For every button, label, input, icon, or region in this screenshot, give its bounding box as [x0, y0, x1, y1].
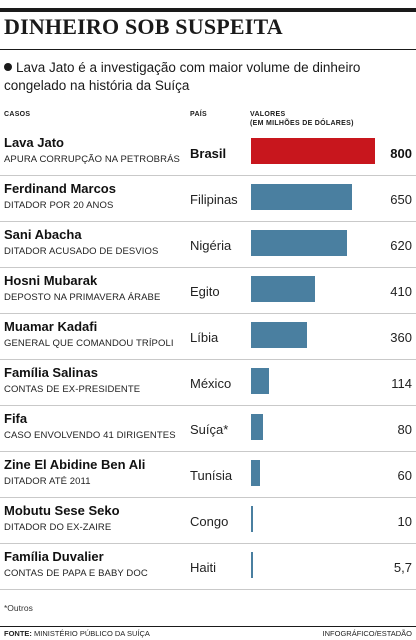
column-header-values-line2: (EM MILHÕES DE DÓLARES) [250, 120, 354, 127]
table-row: Muamar Kadafi General que comandou Trípol… [0, 314, 416, 360]
country-label: Suíça* [190, 422, 229, 437]
row-divider [0, 175, 416, 176]
case-name: Lava Jato [4, 135, 64, 150]
row-divider [0, 267, 416, 268]
case-name: Muamar Kadafi [4, 319, 98, 334]
table-row: Lava Jato Apura corrupção na Petrobrás Bra… [0, 130, 416, 176]
table-row: Fifa Caso envolvendo 41 dirigentes Suíça* 8… [0, 406, 416, 452]
country-label: Líbia [190, 330, 219, 345]
page-title: DINHEIRO SOB SUSPEITA [4, 14, 283, 39]
source-text: MINISTÉRIO PÚBLICO DA SUÍÇA [34, 629, 150, 638]
footer-rule [0, 626, 416, 627]
country-label: Congo [190, 514, 229, 529]
bar [251, 184, 352, 210]
bar [251, 552, 253, 578]
value-label: 10 [397, 514, 412, 529]
case-description: Apura corrupção na Petrobrás [4, 154, 180, 165]
case-name: Sani Abacha [4, 227, 82, 242]
case-description: Contas de Papa e Baby Doc [4, 568, 148, 579]
table-row: Ferdinand Marcos Ditador por 20 anos Filip… [0, 176, 416, 222]
source-label: FONTE: [4, 629, 32, 638]
column-header-values: VALORES (EM MILHÕES DE DÓLARES) [250, 110, 354, 128]
value-label: 360 [390, 330, 412, 345]
value-label: 5,7 [393, 560, 412, 575]
case-description: Contas de ex-presidente [4, 384, 141, 395]
table-row: Família Salinas Contas de ex-presidente Mé… [0, 360, 416, 406]
case-name: Mobutu Sese Seko [4, 503, 120, 518]
value-label: 410 [390, 284, 412, 299]
column-header-values-line1: VALORES [250, 111, 286, 118]
row-divider [0, 497, 416, 498]
footnote: *Outros [4, 603, 33, 613]
country-label: Brasil [190, 146, 227, 161]
country-label: Haiti [190, 560, 217, 575]
row-divider [0, 313, 416, 314]
case-name: Ferdinand Marcos [4, 181, 116, 196]
value-label: 800 [390, 146, 412, 161]
bar [251, 138, 375, 164]
row-divider [0, 221, 416, 222]
case-description: Ditador acusado de desvios [4, 246, 159, 257]
table-row: Mobutu Sese Seko Ditador do ex-Zaire Congo… [0, 498, 416, 544]
bar [251, 276, 315, 302]
row-divider [0, 589, 416, 590]
case-description: Caso envolvendo 41 dirigentes [4, 430, 176, 441]
table-row: Hosni Mubarak Deposto na primavera árabe E… [0, 268, 416, 314]
value-label: 650 [390, 192, 412, 207]
row-divider [0, 543, 416, 544]
title-top-rule [0, 8, 416, 12]
value-label: 80 [397, 422, 412, 437]
column-header-country: PAÍS [190, 111, 208, 118]
credit: INFOGRÁFICO/ESTADÃO [322, 629, 412, 638]
bar [251, 322, 307, 348]
bar [251, 230, 347, 256]
country-label: Nigéria [190, 238, 232, 253]
country-label: México [190, 376, 232, 391]
bullet-icon [4, 63, 12, 71]
title-underline [0, 49, 416, 50]
case-name: Fifa [4, 411, 28, 426]
case-description: General que comandou Trípoli [4, 338, 174, 349]
intro-text: Lava Jato é a investigação com maior vol… [4, 59, 404, 95]
case-name: Zine El Abidine Ben Ali [4, 457, 146, 472]
table-row: Família Duvalier Contas de Papa e Baby Do… [0, 544, 416, 590]
bar [251, 506, 253, 532]
case-description: Ditador do ex-Zaire [4, 522, 112, 533]
value-label: 114 [391, 376, 412, 391]
bar [251, 460, 260, 486]
case-name: Hosni Mubarak [4, 273, 98, 288]
country-label: Egito [190, 284, 220, 299]
bar [251, 368, 269, 394]
row-divider [0, 359, 416, 360]
country-label: Tunísia [190, 468, 233, 483]
case-name: Família Salinas [4, 365, 98, 380]
value-label: 620 [390, 238, 412, 253]
row-divider [0, 405, 416, 406]
value-label: 60 [397, 468, 412, 483]
column-header-cases: CASOS [4, 111, 31, 118]
table-row: Sani Abacha Ditador acusado de desvios Nig… [0, 222, 416, 268]
case-description: Ditador por 20 anos [4, 200, 114, 211]
intro-label: Lava Jato é a investigação com maior vol… [4, 60, 361, 93]
bar [251, 414, 263, 440]
case-description: Deposto na primavera árabe [4, 292, 161, 303]
country-label: Filipinas [190, 192, 238, 207]
case-name: Família Duvalier [4, 549, 104, 564]
table-row: Zine El Abidine Ben Ali Ditador até 2011 T… [0, 452, 416, 498]
case-description: Ditador até 2011 [4, 476, 91, 487]
source: FONTE: MINISTÉRIO PÚBLICO DA SUÍÇA [4, 629, 150, 638]
row-divider [0, 451, 416, 452]
